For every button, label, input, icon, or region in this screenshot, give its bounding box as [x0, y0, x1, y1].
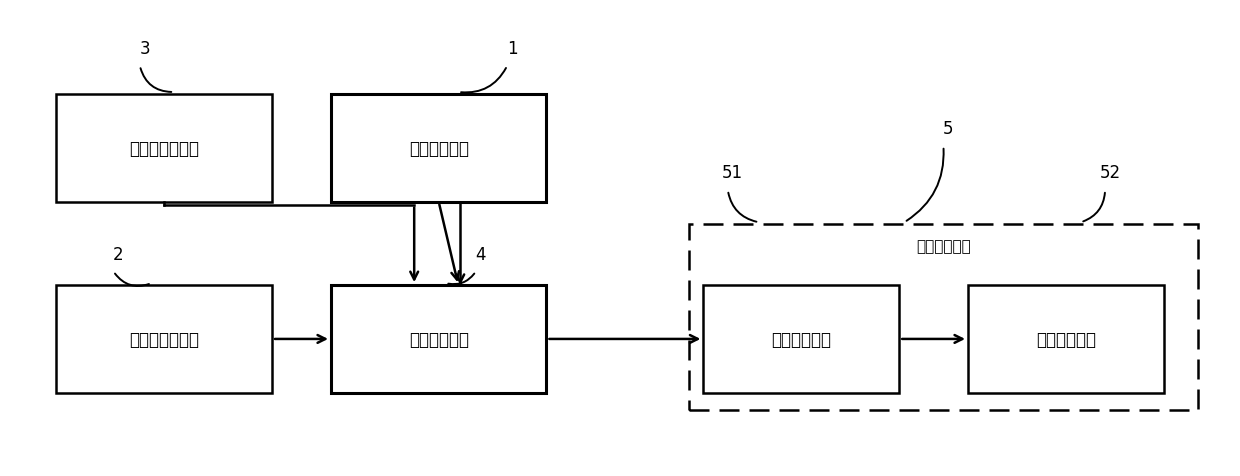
Bar: [703, 286, 899, 393]
Bar: [688, 225, 1198, 411]
Text: 3: 3: [139, 40, 150, 58]
Text: 52: 52: [1100, 164, 1121, 182]
Text: 数据处理单元: 数据处理单元: [771, 330, 831, 348]
Text: 4: 4: [476, 245, 486, 263]
Text: 雷达探测单元: 雷达探测单元: [409, 139, 469, 158]
Text: 控制显示单元: 控制显示单元: [1035, 330, 1096, 348]
Text: 数据传输单元: 数据传输单元: [409, 330, 469, 348]
Text: 1: 1: [507, 40, 517, 58]
Text: 2: 2: [113, 245, 124, 263]
Bar: [331, 95, 547, 202]
Bar: [968, 286, 1164, 393]
Bar: [57, 286, 272, 393]
Text: 音视频探测单元: 音视频探测单元: [129, 139, 200, 158]
Text: 微振动探测单元: 微振动探测单元: [129, 330, 200, 348]
Bar: [57, 95, 272, 202]
Text: 5: 5: [944, 120, 954, 138]
Text: 探测显示终端: 探测显示终端: [916, 239, 971, 254]
Bar: [331, 286, 547, 393]
Text: 51: 51: [722, 164, 743, 182]
